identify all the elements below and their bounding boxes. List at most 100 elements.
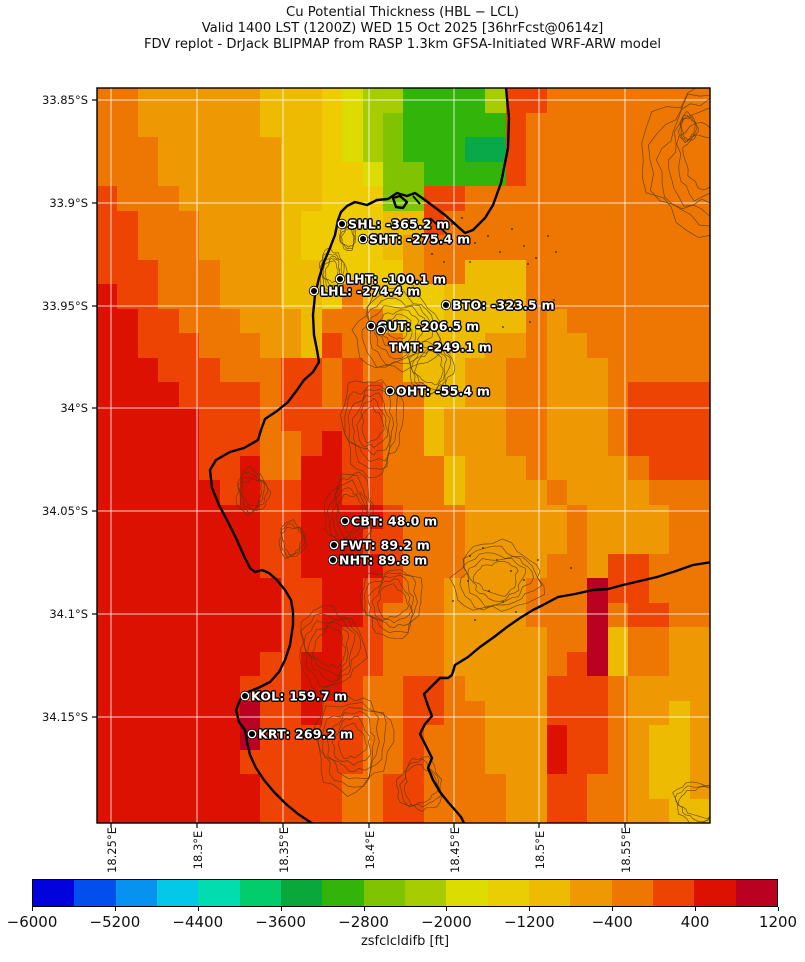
raster-cell — [362, 455, 384, 480]
raster-cell — [526, 774, 547, 799]
raster-cell — [444, 186, 465, 211]
colorbar-segment — [156, 880, 199, 906]
raster-cell — [97, 651, 118, 676]
raster-cell — [342, 798, 363, 823]
raster-cell — [240, 602, 261, 627]
colorbar-tick-label: −6000 — [6, 913, 58, 931]
raster-cell — [485, 651, 506, 676]
raster-cell — [301, 235, 322, 260]
raster-cell — [403, 602, 424, 627]
colorbar-tick — [280, 907, 282, 911]
raster-cell — [546, 651, 567, 676]
raster-cell — [628, 798, 649, 823]
raster-cell — [566, 627, 588, 652]
raster-cell — [97, 700, 118, 725]
title-line-1: Cu Potential Thickness (HBL − LCL) — [285, 5, 520, 20]
raster-cell — [403, 651, 424, 676]
raster-cell — [280, 333, 302, 358]
raster-cell — [158, 308, 179, 333]
raster-cell — [199, 578, 220, 603]
raster-cell — [526, 284, 547, 309]
raster-cell — [566, 651, 588, 676]
station-label-nht: NHT: 89.8 m — [339, 552, 428, 568]
raster-cell — [526, 627, 547, 652]
raster-cell — [321, 651, 343, 676]
raster-cell — [117, 676, 138, 701]
colorbar-segment — [363, 880, 405, 906]
raster-cell — [362, 651, 384, 676]
terrain-contour — [322, 706, 380, 780]
terrain-contour — [361, 406, 385, 444]
raster-cell — [689, 798, 710, 823]
terrain-contour — [467, 557, 526, 602]
raster-cell — [423, 676, 445, 701]
raster-cell — [178, 431, 200, 456]
raster-cell — [485, 455, 506, 480]
raster-cell — [199, 112, 220, 137]
raster-cell — [628, 186, 649, 211]
raster-cell — [689, 406, 710, 431]
station-label-gut: GUT: -206.5 m — [377, 318, 480, 334]
raster-cell — [260, 627, 281, 652]
raster-cell — [423, 627, 445, 652]
raster-cell — [342, 602, 363, 627]
raster-cell — [485, 308, 506, 333]
x-axis-label: 18.25°E — [105, 827, 119, 873]
raster-cell — [628, 455, 649, 480]
terrain-contour — [672, 781, 710, 823]
raster-cell — [260, 725, 281, 750]
raster-cell — [587, 455, 608, 480]
raster-cell — [689, 749, 710, 774]
raster-cell — [219, 749, 241, 774]
raster-cell — [240, 529, 261, 554]
raster-cell — [444, 431, 465, 456]
raster-cell — [97, 382, 118, 407]
raster-cell — [321, 602, 343, 627]
raster-cell — [648, 235, 670, 260]
raster-cell — [240, 406, 261, 431]
raster-cell — [689, 382, 710, 407]
raster-cell — [97, 676, 118, 701]
raster-cell — [342, 308, 363, 333]
raster-cell — [464, 161, 486, 186]
raster-cell — [301, 749, 322, 774]
raster-cell — [464, 357, 486, 382]
raster-cell — [137, 137, 159, 162]
raster-cell — [526, 259, 547, 284]
raster-cell — [587, 308, 608, 333]
raster-cell — [444, 529, 465, 554]
raster-cell — [301, 259, 322, 284]
raster-cell — [464, 308, 486, 333]
raster-cell — [689, 284, 710, 309]
raster-cell — [689, 700, 710, 725]
raster-cell — [607, 725, 629, 750]
raster-cell — [546, 480, 567, 505]
raster-cell — [362, 676, 384, 701]
raster-cell — [587, 406, 608, 431]
raster-cell — [505, 357, 527, 382]
raster-cell — [689, 529, 710, 554]
map-speck — [474, 242, 476, 244]
raster-cell — [178, 798, 200, 823]
raster-cell — [546, 210, 567, 235]
raster-cell — [403, 284, 424, 309]
raster-cell — [607, 774, 629, 799]
colorbar-segment — [528, 880, 571, 906]
raster-cell — [117, 553, 138, 578]
raster-cell — [383, 725, 404, 750]
terrain-contour — [641, 88, 710, 238]
raster-cell — [383, 259, 404, 284]
raster-cell — [566, 284, 588, 309]
raster-cell — [158, 798, 179, 823]
colorbar — [32, 879, 778, 907]
raster-cell — [117, 210, 138, 235]
raster-cell — [444, 406, 465, 431]
colorbar-segment — [446, 880, 488, 906]
raster-cell — [342, 725, 363, 750]
raster-cell — [423, 725, 445, 750]
raster-cell — [546, 235, 567, 260]
raster-cell — [505, 284, 527, 309]
raster-cell — [546, 137, 567, 162]
colorbar-segment — [652, 880, 695, 906]
raster-cell — [117, 578, 138, 603]
